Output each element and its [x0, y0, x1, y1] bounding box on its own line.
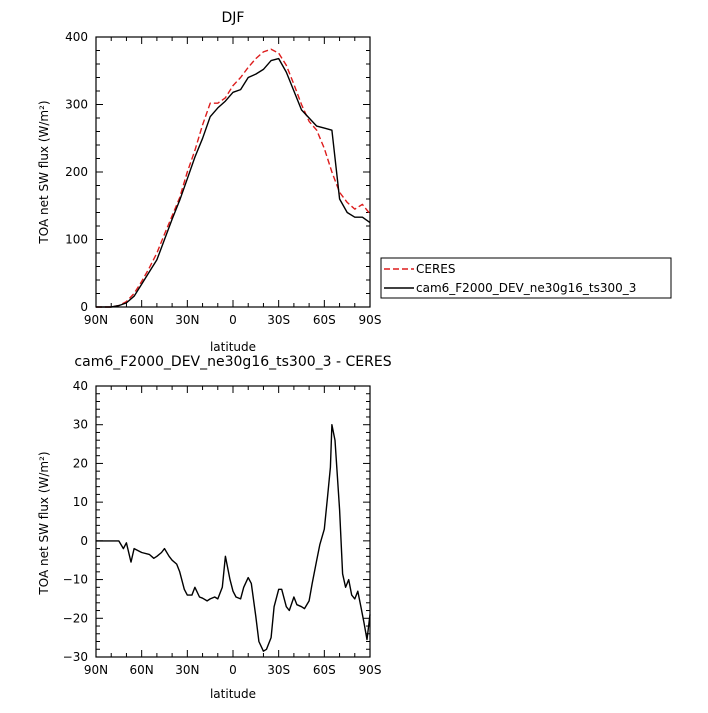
y-tick-label: −20	[63, 611, 88, 625]
y-tick-label: 10	[73, 495, 88, 509]
series-line-difference	[96, 424, 371, 652]
y-tick-label: 0	[80, 300, 88, 314]
plot-frame	[95, 385, 371, 658]
y-tick-label: −10	[63, 573, 88, 587]
y-tick-label: 30	[73, 418, 88, 432]
x-tick-label: 90N	[84, 313, 108, 327]
x-tick-label: 30S	[267, 313, 290, 327]
x-tick-label: 30N	[175, 313, 199, 327]
y-tick-label: 200	[65, 165, 88, 179]
x-tick-label: 60N	[130, 663, 154, 677]
legend-label-ceres: CERES	[416, 262, 456, 276]
x-axis-label: latitude	[210, 340, 256, 354]
chart-title: cam6_F2000_DEV_ne30g16_ts300_3 - CERES	[74, 354, 391, 370]
axes-area: 90N 60N 30N 0 30S 60S 90S 0 100 200 300 400	[65, 30, 381, 327]
y-tick-label: 100	[65, 233, 88, 247]
y-tick-label: 20	[73, 456, 88, 470]
plot-frame	[95, 36, 371, 308]
y-tick-label: 400	[65, 30, 88, 44]
legend-box	[380, 257, 672, 299]
panel-djf: DJF 90N 60N 30N 0 30S 60S 90S 0 100 200 300 400 TOA…	[37, 10, 381, 354]
legend: CERES cam6_F2000_DEV_ne30g16_ts300_3	[380, 257, 672, 299]
x-tick-label: 30S	[267, 663, 290, 677]
x-tick-label: 60N	[130, 313, 154, 327]
series-line-cam6-f2000-dev-ne30g16-ts300-3	[96, 57, 371, 308]
y-axis-label: TOA net SW flux (W/m²)	[37, 100, 51, 244]
y-tick-label: 0	[80, 534, 88, 548]
x-tick-label: 90N	[84, 663, 108, 677]
x-tick-label: 90S	[359, 313, 382, 327]
panel-difference: cam6_F2000_DEV_ne30g16_ts300_3 - CERES 9…	[37, 354, 392, 701]
x-axis-label: latitude	[210, 687, 256, 701]
y-tick-label: 300	[65, 98, 88, 112]
y-tick-label: −30	[63, 650, 88, 664]
y-axis-label: TOA net SW flux (W/m²)	[37, 451, 51, 595]
axes-area: 90N 60N 30N 0 30S 60S 90S −30 −20 −10 0 10 20 30 40	[63, 379, 382, 677]
legend-label-model: cam6_F2000_DEV_ne30g16_ts300_3	[416, 281, 636, 295]
x-tick-label: 30N	[175, 663, 199, 677]
x-tick-label: 60S	[313, 313, 336, 327]
y-tick-label: 40	[73, 379, 88, 393]
x-tick-label: 90S	[359, 663, 382, 677]
x-tick-label: 0	[229, 663, 237, 677]
chart-title: DJF	[222, 10, 245, 26]
x-tick-label: 60S	[313, 663, 336, 677]
x-tick-label: 0	[229, 313, 237, 327]
series-line-ceres	[96, 48, 371, 308]
